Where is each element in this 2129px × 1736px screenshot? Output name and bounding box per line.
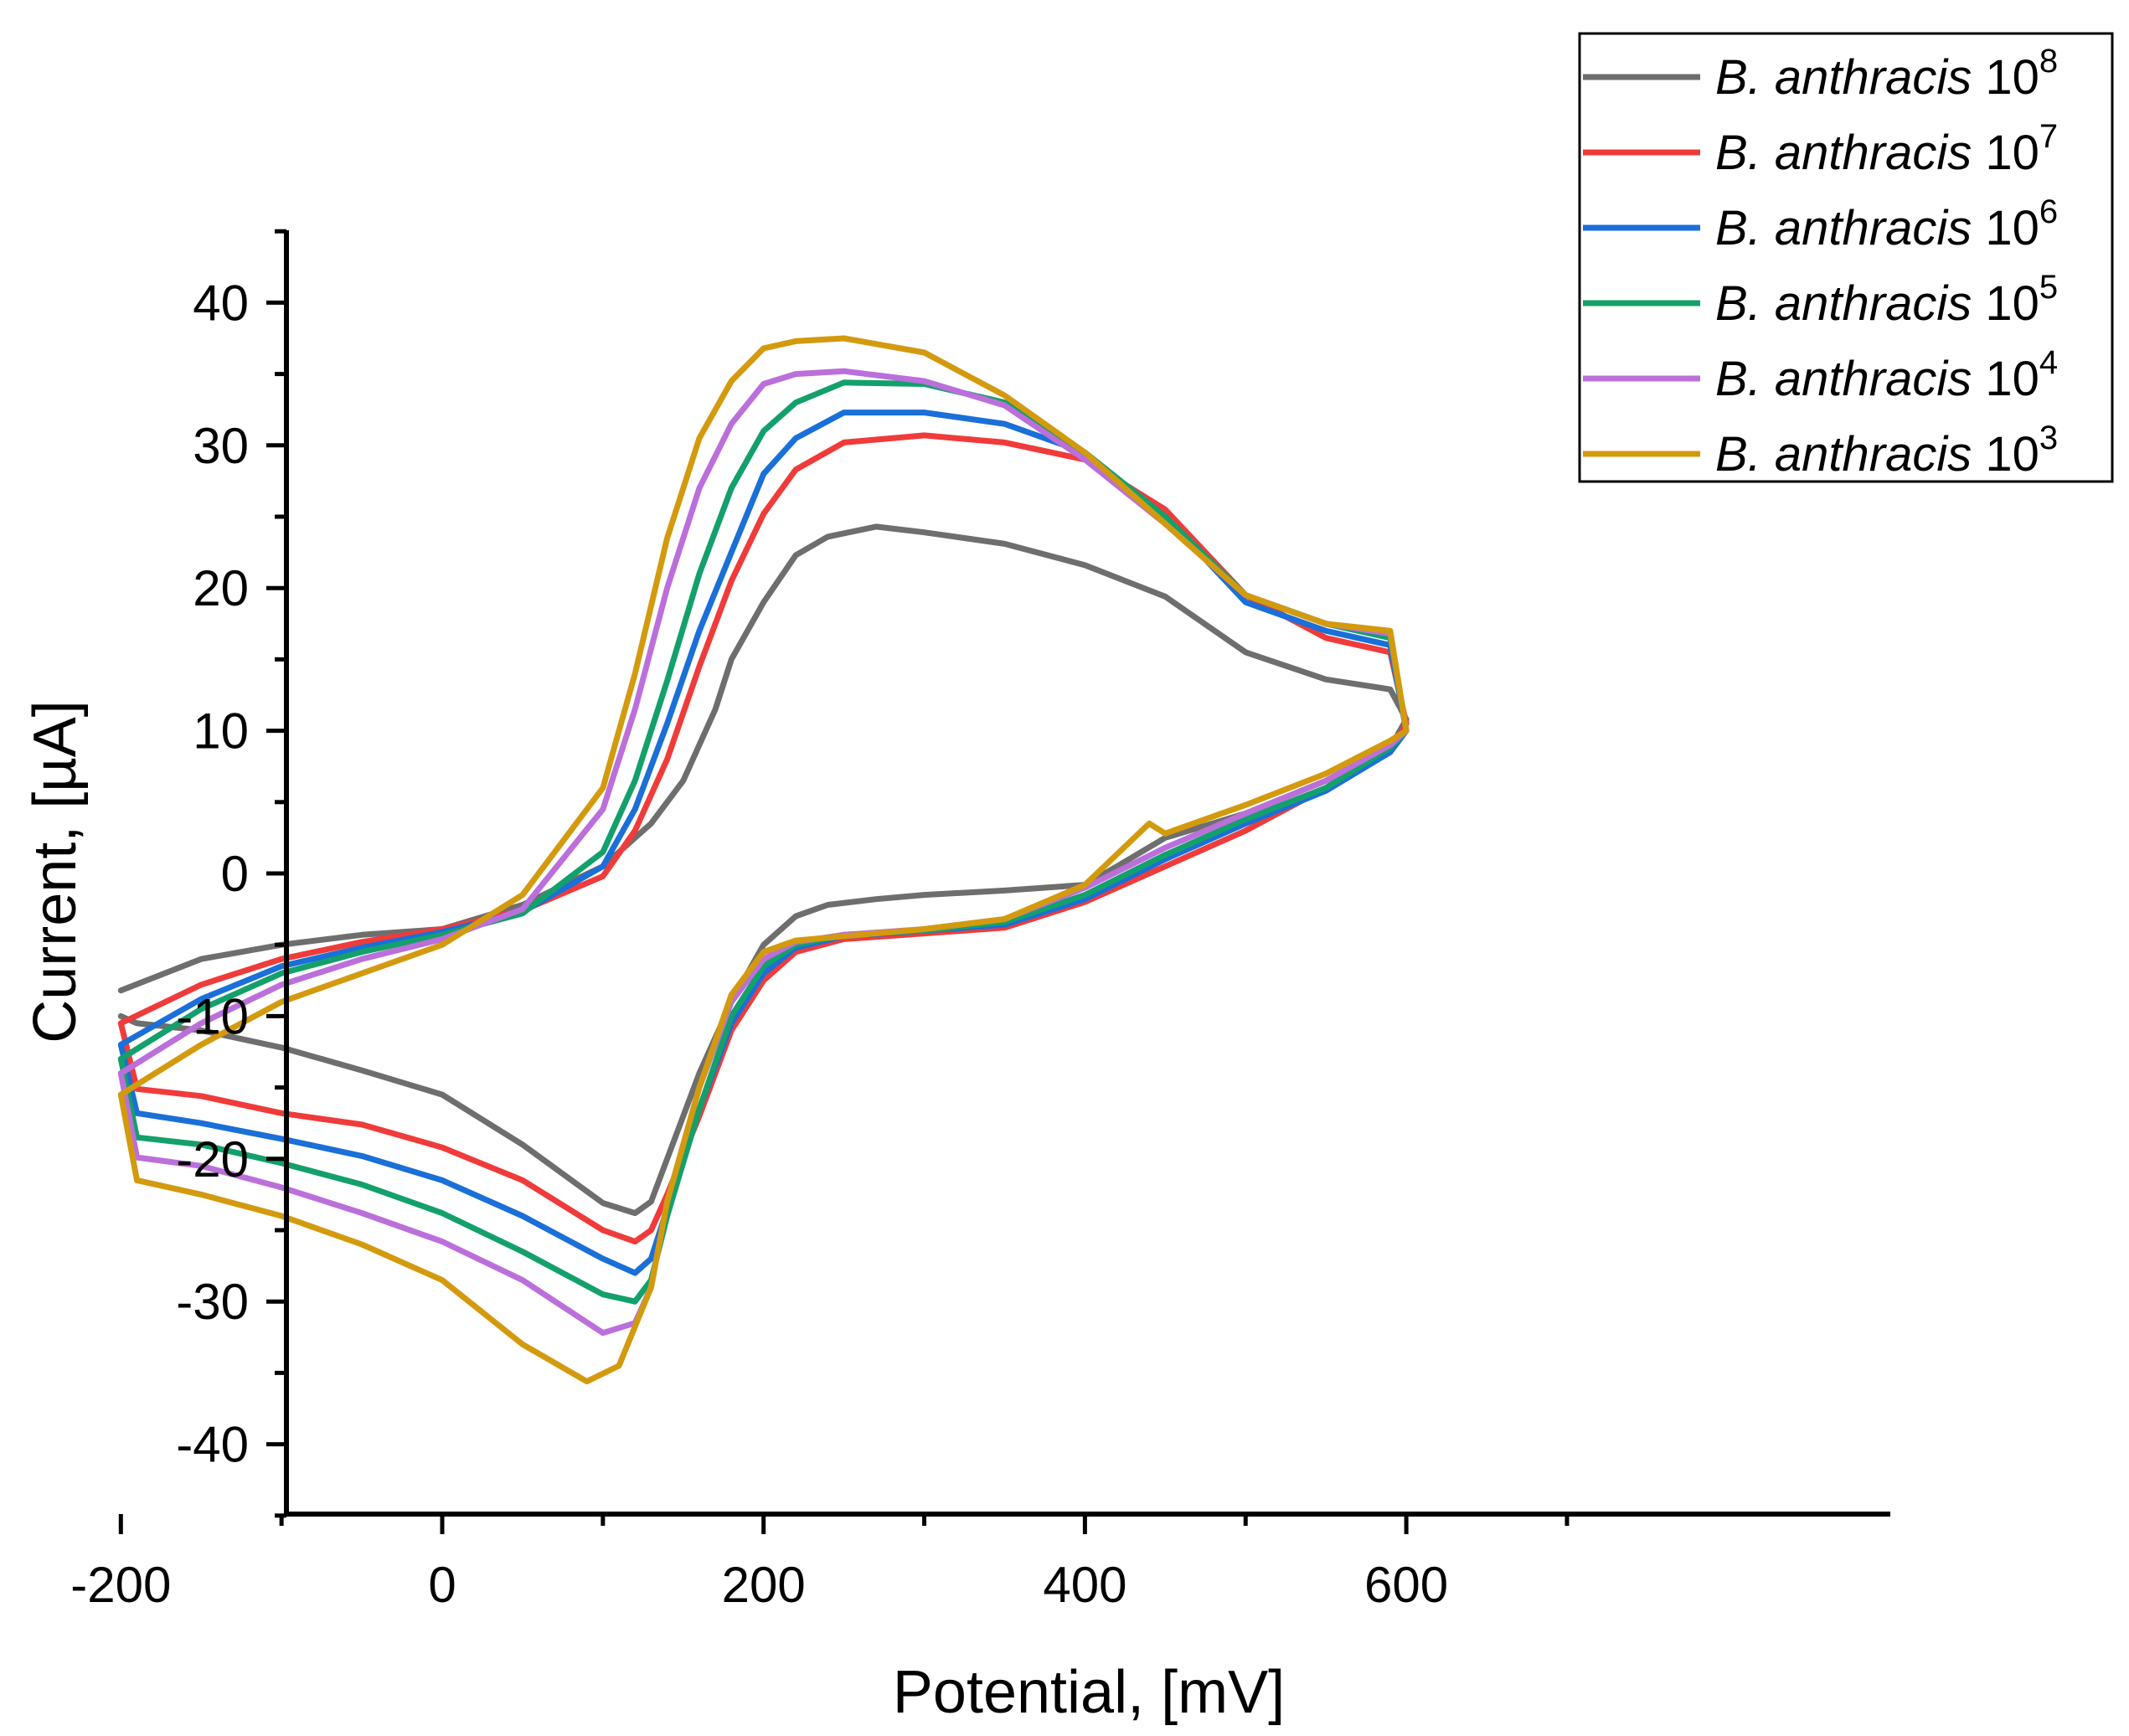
y-tick-label: -40 — [176, 1417, 249, 1473]
series-layer — [117, 335, 1410, 1385]
series-line-5 — [117, 335, 1410, 1385]
y-axis-title: Current, [µA] — [22, 700, 89, 1043]
y-tick-label: 40 — [193, 275, 249, 331]
legend-label-4: B. anthracis 104 — [1715, 344, 2058, 406]
y-tick-label: 10 — [193, 703, 249, 760]
x-tick-label: -200 — [70, 1557, 171, 1613]
x-tick-label: 0 — [428, 1557, 456, 1613]
legend: B. anthracis 108 B. anthracis 107 B. anthr… — [1578, 32, 2114, 483]
x-tick-label: 400 — [1043, 1557, 1126, 1613]
legend-label-5: B. anthracis 103 — [1715, 420, 2058, 482]
legend-label-3: B. anthracis 105 — [1715, 269, 2058, 331]
y-tick-label: -30 — [176, 1274, 249, 1330]
x-tick-label: 200 — [722, 1557, 806, 1613]
y-tick-label: 20 — [193, 560, 249, 616]
y-tick-label: -10 — [176, 988, 249, 1044]
series-line-4 — [117, 368, 1410, 1337]
x-axis-title: Potential, [mV] — [893, 1659, 1285, 1726]
legend-label-2: B. anthracis 106 — [1715, 193, 2058, 255]
ticks-layer: -200 0 200 400 600 -40 -30 -20 -10 0 10 20 30 40 — [70, 229, 1570, 1613]
y-tick-label: 30 — [193, 418, 249, 474]
series-line-2 — [117, 410, 1410, 1276]
x-tick-label: 600 — [1364, 1557, 1448, 1613]
legend-label-0: B. anthracis 108 — [1715, 43, 2058, 105]
y-tick-label: -20 — [176, 1131, 249, 1187]
legend-box — [1578, 32, 2114, 483]
legend-label-1: B. anthracis 107 — [1715, 118, 2058, 180]
y-tick-label: 0 — [221, 846, 249, 902]
series-line-0 — [117, 523, 1410, 1217]
